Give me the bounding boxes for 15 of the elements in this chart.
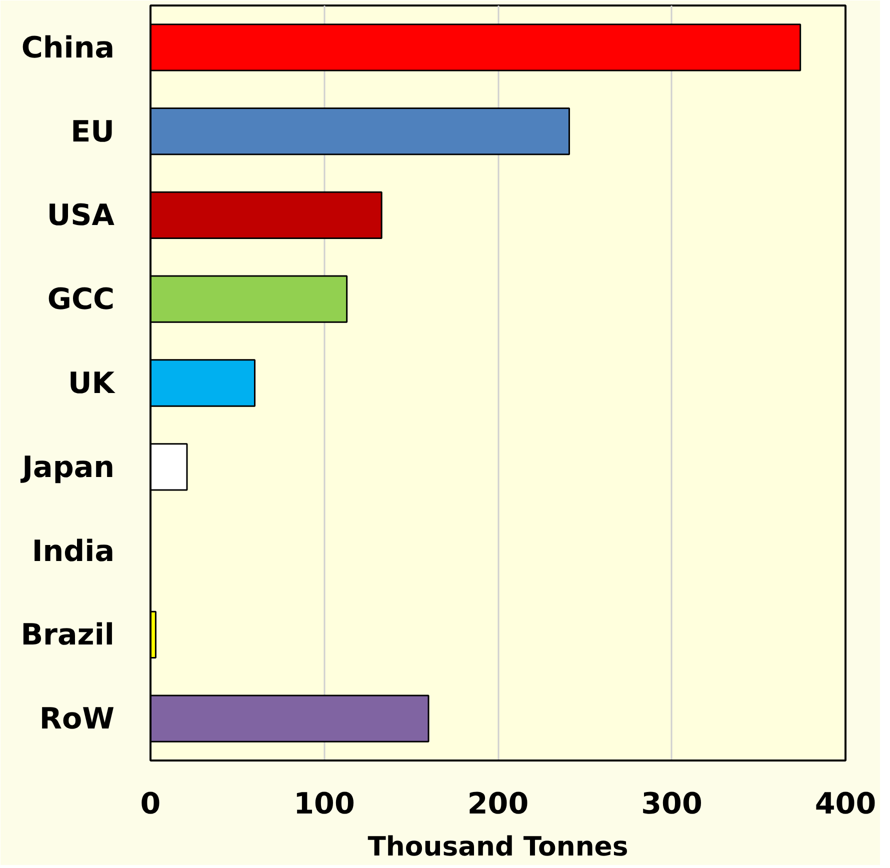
x-axis-title: Thousand Tonnes <box>368 832 628 862</box>
y-tick-label: India <box>32 534 115 568</box>
x-tick-label: 0 <box>140 786 161 820</box>
x-tick-label: 400 <box>814 786 876 820</box>
x-tick-label: 100 <box>294 786 355 820</box>
y-tick-label: China <box>21 30 115 64</box>
y-tick-label: GCC <box>47 282 115 316</box>
y-tick-label: EU <box>70 114 115 148</box>
y-tick-label: UK <box>68 366 116 400</box>
x-tick-label: 200 <box>467 786 529 820</box>
y-tick-label: USA <box>46 198 115 232</box>
x-tick-label: 300 <box>641 786 702 820</box>
y-tick-label: RoW <box>39 702 115 736</box>
y-tick-label: Brazil <box>20 618 115 652</box>
y-tick-label: Japan <box>20 450 115 484</box>
